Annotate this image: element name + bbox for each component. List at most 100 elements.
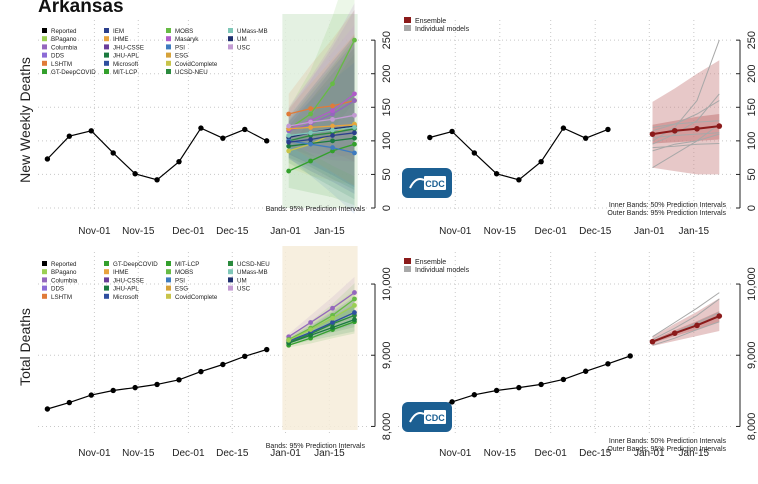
legend-label: JHU-CSSE: [113, 277, 144, 284]
model-line-microsoft: [288, 311, 355, 342]
legend-label: ESG: [175, 286, 188, 293]
chart-panel-total-ensemble: Nov-01 Nov-15 Dec-01 Dec-15 Jan-01 Jan-15 8,00…: [398, 252, 758, 459]
y-tick-label: 8,000: [746, 413, 758, 441]
x-tick-label: Dec-01: [172, 448, 205, 459]
legend-label: Ensemble: [415, 259, 446, 266]
model-point: [308, 327, 313, 333]
legend-label: Individual models: [415, 267, 470, 274]
legend-swatch: [166, 285, 171, 291]
legend-swatch: [104, 285, 109, 291]
ensemble-point: [716, 123, 723, 129]
legend-swatch: [166, 277, 171, 283]
model-line-usc: [288, 114, 355, 127]
ensemble-line: [652, 315, 720, 343]
legend-label: BPagano: [51, 269, 77, 276]
legend-swatch: [42, 261, 47, 266]
reported-point: [44, 156, 51, 162]
x-tick-label: Nov-01: [439, 448, 472, 459]
reported-point: [242, 353, 248, 360]
model-point: [352, 112, 357, 118]
cdc-logo-swoosh: [409, 412, 425, 423]
model-point: [352, 290, 357, 295]
y-tick-label: 150: [746, 98, 758, 116]
ensemble-line: [652, 125, 720, 136]
individual-model-line: [652, 123, 720, 169]
legend-swatch: [228, 277, 233, 283]
model-point: [352, 317, 357, 323]
model-point: [352, 141, 357, 147]
x-tick-label: Nov-15: [122, 448, 155, 459]
model-point: [286, 123, 292, 129]
y-tick-label: 50: [381, 168, 393, 180]
reported-point: [198, 125, 204, 131]
x-tick-label: Jan-01: [270, 448, 301, 459]
model-line-gt-deepcovid: [288, 143, 355, 172]
model-point: [308, 332, 313, 338]
outer-bands-note: Outer Bands: 95% Prediction Intervals: [607, 446, 726, 453]
legend-swatch: [166, 293, 171, 299]
legend-label: Masaryk: [175, 36, 199, 43]
model-point: [308, 320, 313, 325]
y-tick-label: 9,000: [746, 341, 758, 369]
x-tick-label: Dec-01: [172, 226, 205, 237]
legend-label: USC: [237, 44, 251, 51]
legend-label: JHU-APL: [113, 53, 139, 60]
model-point: [352, 91, 357, 97]
model-point: [330, 108, 335, 114]
x-tick-label: Jan-01: [270, 226, 301, 237]
model-point: [330, 320, 335, 325]
chart-panel-weekly-ensemble: Nov-01 Nov-15 Dec-01 Dec-15 Jan-01 Jan-15 0 50 1…: [398, 20, 758, 237]
model-point: [352, 150, 357, 156]
legend-label: MOBS: [175, 269, 193, 276]
legend-label: CovidComplete: [175, 294, 218, 301]
model-point: [286, 168, 292, 174]
model-point: [330, 127, 335, 133]
ensemble-point: [671, 330, 678, 336]
reported-point: [560, 376, 567, 383]
y-tick-label: 100: [746, 132, 758, 150]
y-tick-label: 10,000: [381, 267, 393, 301]
legend-swatch: [42, 277, 47, 283]
reported-point: [154, 381, 160, 388]
y-tick-label: 50: [746, 168, 758, 180]
x-tick-label: Dec-01: [535, 226, 568, 237]
legend-swatch: [228, 261, 233, 266]
x-tick-label: Nov-01: [439, 226, 472, 237]
y-tick-label: 250: [746, 31, 758, 49]
inner-bands-note: Inner Bands: 50% Prediction Intervals: [609, 438, 727, 445]
legend-swatch: [166, 36, 171, 42]
model-point: [308, 119, 313, 125]
model-line-psi: [288, 140, 355, 154]
legend-swatch: [42, 52, 47, 58]
legend-swatch: [104, 293, 109, 299]
y-tick-label: 0: [746, 205, 758, 211]
page-title: Arkansas: [38, 0, 124, 17]
legend-label: UM: [237, 277, 247, 284]
reported-point: [538, 158, 544, 165]
legend-swatch: [42, 28, 47, 33]
reported-point: [88, 392, 94, 398]
y-tick-label: 9,000: [381, 341, 393, 369]
reported-line: [47, 348, 267, 410]
ensemble-point: [716, 313, 723, 319]
model-line-umass-mb: [288, 126, 355, 137]
model-band: [288, 24, 355, 177]
legend-swatch: [166, 269, 171, 275]
x-tick-label: Dec-01: [535, 448, 568, 459]
model-point: [308, 125, 313, 130]
cdc-logo-text: CDC: [425, 179, 445, 189]
legend-label: GT-DeepCOVID: [51, 69, 96, 76]
reported-point: [220, 135, 226, 141]
inner-bands-note: Inner Bands: 50% Prediction Intervals: [609, 202, 727, 209]
x-tick-label: Dec-15: [216, 448, 249, 459]
legend-label: IHME: [113, 36, 128, 43]
model-point: [308, 130, 313, 136]
model-band: [288, 276, 355, 339]
reported-point: [198, 368, 204, 375]
x-tick-label: Jan-15: [679, 226, 710, 237]
reported-point: [110, 387, 116, 394]
ensemble-point: [649, 131, 656, 137]
legend-label: GT-DeepCOVID: [113, 261, 158, 268]
